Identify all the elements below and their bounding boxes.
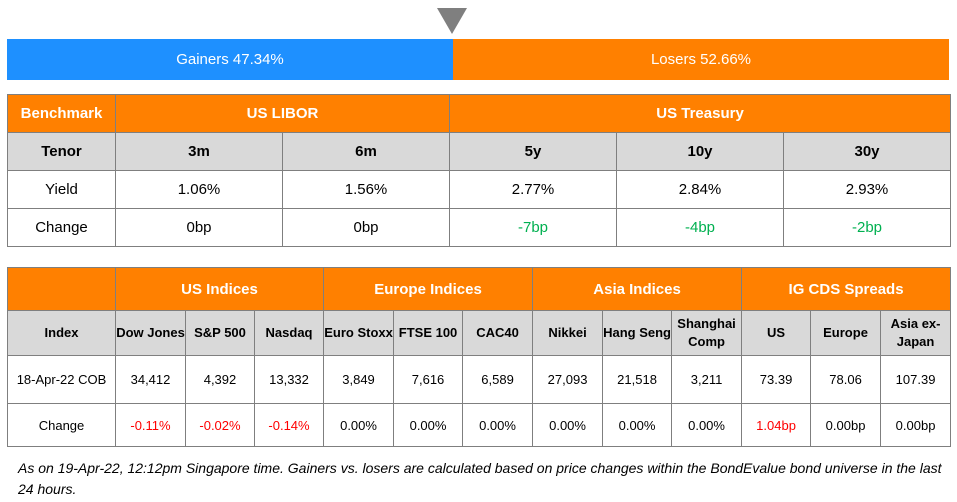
rate-change-cell: 0bp bbox=[115, 208, 283, 247]
index-column-header: US bbox=[741, 310, 812, 356]
change-label: Change bbox=[7, 403, 116, 447]
change-label: Change bbox=[7, 208, 116, 247]
asia-indices-header: Asia Indices bbox=[532, 267, 743, 311]
index-column-header: Nikkei bbox=[532, 310, 604, 356]
tenor-cell: 30y bbox=[783, 132, 952, 171]
gainers-segment: Gainers 47.34% bbox=[7, 39, 453, 80]
index-column-header: S&P 500 bbox=[185, 310, 255, 356]
index-change-cell: 0.00bp bbox=[880, 403, 952, 447]
index-label: Index bbox=[7, 310, 116, 356]
rate-change-cell: -4bp bbox=[616, 208, 785, 247]
europe-indices-header: Europe Indices bbox=[323, 267, 534, 311]
close-value-cell: 6,589 bbox=[462, 355, 534, 404]
close-value-cell: 73.39 bbox=[741, 355, 812, 404]
yield-cell: 2.93% bbox=[783, 170, 952, 209]
close-value-cell: 34,412 bbox=[115, 355, 186, 404]
close-value-cell: 3,211 bbox=[671, 355, 743, 404]
index-change-cell: 0.00bp bbox=[810, 403, 882, 447]
tenor-cell: 5y bbox=[449, 132, 618, 171]
blank-header-cell bbox=[7, 267, 116, 311]
yield-label: Yield bbox=[7, 170, 116, 209]
index-column-header: Dow Jones bbox=[115, 310, 186, 356]
index-change-cell: -0.14% bbox=[253, 403, 325, 447]
rate-change-cell: 0bp bbox=[281, 208, 451, 247]
tenor-cell: 6m bbox=[281, 132, 451, 171]
index-change-cell: 0.00% bbox=[393, 403, 464, 447]
us-treasury-header: US Treasury bbox=[449, 94, 952, 133]
close-value-cell: 27,093 bbox=[532, 355, 604, 404]
rate-change-cell: -7bp bbox=[449, 208, 618, 247]
index-change-cell: 0.00% bbox=[462, 403, 534, 447]
rates-table: Benchmark US LIBOR US Treasury Tenor 3m … bbox=[7, 94, 952, 247]
tenor-cell: 3m bbox=[115, 132, 283, 171]
close-value-cell: 78.06 bbox=[810, 355, 882, 404]
close-value-cell: 13,332 bbox=[253, 355, 325, 404]
footnote: As on 19-Apr-22, 12:12pm Singapore time.… bbox=[18, 460, 942, 497]
close-value-cell: 107.39 bbox=[880, 355, 952, 404]
index-change-cell: 0.00% bbox=[323, 403, 395, 447]
yield-cell: 2.77% bbox=[449, 170, 618, 209]
us-libor-header: US LIBOR bbox=[114, 94, 451, 133]
losers-segment: Losers 52.66% bbox=[453, 39, 949, 80]
index-change-cell: 1.04bp bbox=[741, 403, 812, 447]
index-column-header: CAC40 bbox=[462, 310, 534, 356]
close-value-cell: 3,849 bbox=[323, 355, 395, 404]
yield-cell: 2.84% bbox=[616, 170, 785, 209]
index-column-header: Euro Stoxx bbox=[323, 310, 395, 356]
index-change-cell: -0.11% bbox=[115, 403, 186, 447]
index-change-cell: -0.02% bbox=[185, 403, 255, 447]
index-change-cell: 0.00% bbox=[602, 403, 673, 447]
us-indices-header: US Indices bbox=[114, 267, 325, 311]
benchmark-header: Benchmark bbox=[7, 94, 116, 133]
index-column-header: Hang Seng bbox=[602, 310, 673, 356]
indices-table: US Indices Europe Indices Asia Indices I… bbox=[7, 267, 952, 447]
rate-change-cell: -2bp bbox=[783, 208, 952, 247]
yield-cell: 1.06% bbox=[115, 170, 283, 209]
close-value-cell: 7,616 bbox=[393, 355, 464, 404]
tenor-label: Tenor bbox=[7, 132, 116, 171]
yield-cell: 1.56% bbox=[281, 170, 451, 209]
index-column-header: Asia ex-Japan bbox=[880, 310, 952, 356]
close-value-cell: 4,392 bbox=[185, 355, 255, 404]
index-change-cell: 0.00% bbox=[532, 403, 604, 447]
close-date-label: 18-Apr-22 COB bbox=[7, 355, 116, 404]
gainers-losers-marker-triangle bbox=[437, 8, 467, 34]
close-value-cell: 21,518 bbox=[602, 355, 673, 404]
index-column-header: Nasdaq bbox=[253, 310, 325, 356]
gainers-losers-bar: Gainers 47.34% Losers 52.66% bbox=[7, 39, 949, 80]
index-column-header: Europe bbox=[810, 310, 882, 356]
tenor-cell: 10y bbox=[616, 132, 785, 171]
index-change-cell: 0.00% bbox=[671, 403, 743, 447]
index-column-header: FTSE 100 bbox=[393, 310, 464, 356]
ig-cds-spreads-header: IG CDS Spreads bbox=[741, 267, 952, 311]
index-column-header: Shanghai Comp bbox=[671, 310, 743, 356]
